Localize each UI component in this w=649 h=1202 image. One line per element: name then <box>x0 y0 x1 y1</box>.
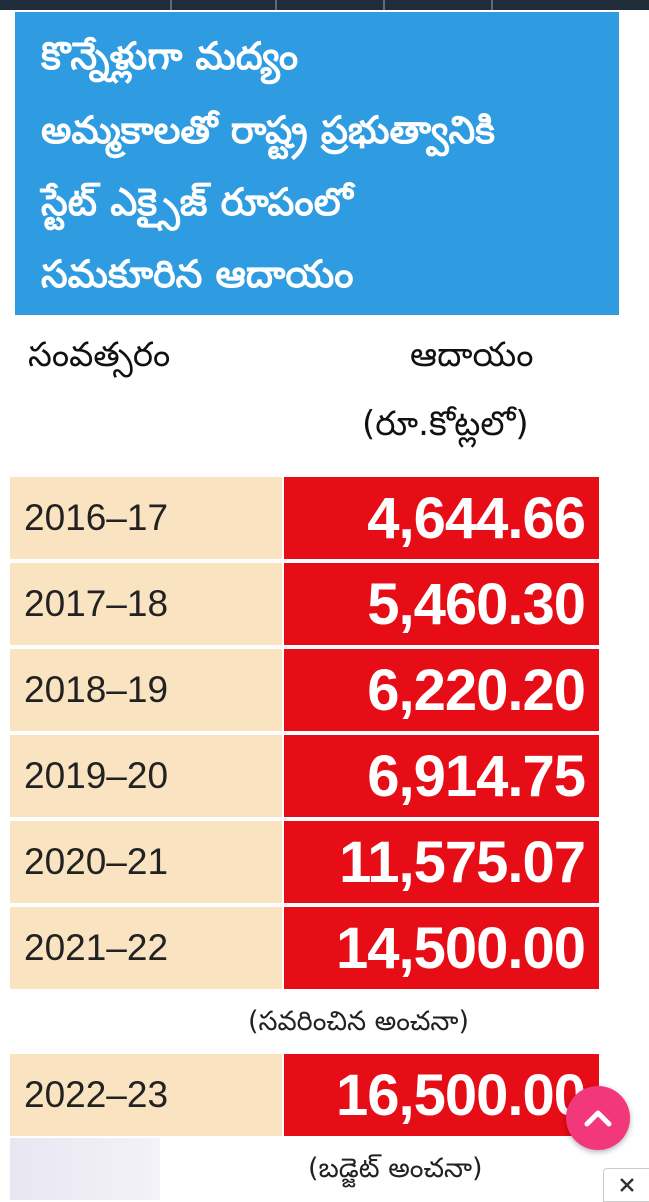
table-row: 2020–21 11,575.07 <box>10 821 599 903</box>
revenue-value: 6,914.75 <box>367 743 586 809</box>
year-cell: 2016–17 <box>10 477 282 559</box>
top-bar-divider <box>383 0 385 10</box>
revenue-column-header: ఆదాయం <box>410 335 534 375</box>
table-row: 2016–17 4,644.66 <box>10 477 599 559</box>
top-bar-divider <box>491 0 493 10</box>
revenue-cell: 11,575.07 <box>284 821 599 903</box>
revenue-cell: 16,500.00 <box>284 1054 599 1136</box>
year-label: 2019–20 <box>24 755 169 796</box>
revised-estimate-note: (సవరించిన అంచనా) <box>248 1006 469 1037</box>
title-line-1: కొన్నేళ్లుగా మద్యం <box>41 34 299 78</box>
table-row: 2017–18 5,460.30 <box>10 563 599 645</box>
revenue-value: 16,500.00 <box>335 1062 586 1128</box>
year-label: 2018–19 <box>24 669 169 710</box>
table-row: 2021–22 14,500.00 <box>10 907 599 989</box>
unit-label: (రూ.కోట్లలో) <box>362 404 529 444</box>
top-bar-divider <box>275 0 277 10</box>
budget-estimate-note: (బడ్జెట్ అంచనా) <box>308 1153 483 1184</box>
year-cell: 2018–19 <box>10 649 282 731</box>
close-ad-button[interactable] <box>603 1168 649 1202</box>
title-line-3: స్టేట్ ఎక్సైజ్ రూపంలో <box>41 180 353 224</box>
revenue-cell: 14,500.00 <box>284 907 599 989</box>
chevron-up-icon <box>584 1110 612 1127</box>
top-bar-divider <box>170 0 172 10</box>
revenue-cell: 6,914.75 <box>284 735 599 817</box>
title-line-2: అమ్మకాలతో రాష్ట్ర ప్రభుత్వానికి <box>41 108 495 152</box>
title-banner: కొన్నేళ్లుగా మద్యం అమ్మకాలతో రాష్ట్ర ప్ర… <box>15 12 619 315</box>
title-line-4: సమకూరిన ఆదాయం <box>41 252 354 296</box>
year-label: 2021–22 <box>24 927 169 968</box>
year-label: 2016–17 <box>24 497 169 538</box>
year-cell: 2022–23 <box>10 1054 282 1136</box>
revenue-value: 11,575.07 <box>339 829 586 895</box>
year-cell: 2017–18 <box>10 563 282 645</box>
revenue-value: 6,220.20 <box>367 657 586 723</box>
revenue-value: 14,500.00 <box>335 915 586 981</box>
scroll-to-top-button[interactable] <box>566 1086 630 1150</box>
revenue-value: 4,644.66 <box>367 485 586 551</box>
table-row: 2019–20 6,914.75 <box>10 735 599 817</box>
revenue-cell: 4,644.66 <box>284 477 599 559</box>
table-row: 2018–19 6,220.20 <box>10 649 599 731</box>
year-label: 2017–18 <box>24 583 169 624</box>
revenue-cell: 6,220.20 <box>284 649 599 731</box>
year-cell: 2020–21 <box>10 821 282 903</box>
year-label: 2022–23 <box>24 1074 169 1115</box>
revenue-value: 5,460.30 <box>367 571 586 637</box>
year-column-header: సంవత్సరం <box>28 335 171 375</box>
year-label: 2020–21 <box>24 841 169 882</box>
revenue-cell: 5,460.30 <box>284 563 599 645</box>
background-image-fragment <box>10 1138 160 1200</box>
year-cell: 2021–22 <box>10 907 282 989</box>
close-icon <box>620 1178 634 1192</box>
table-row: 2022–23 16,500.00 <box>10 1054 599 1136</box>
browser-top-bar <box>0 0 649 10</box>
year-cell: 2019–20 <box>10 735 282 817</box>
